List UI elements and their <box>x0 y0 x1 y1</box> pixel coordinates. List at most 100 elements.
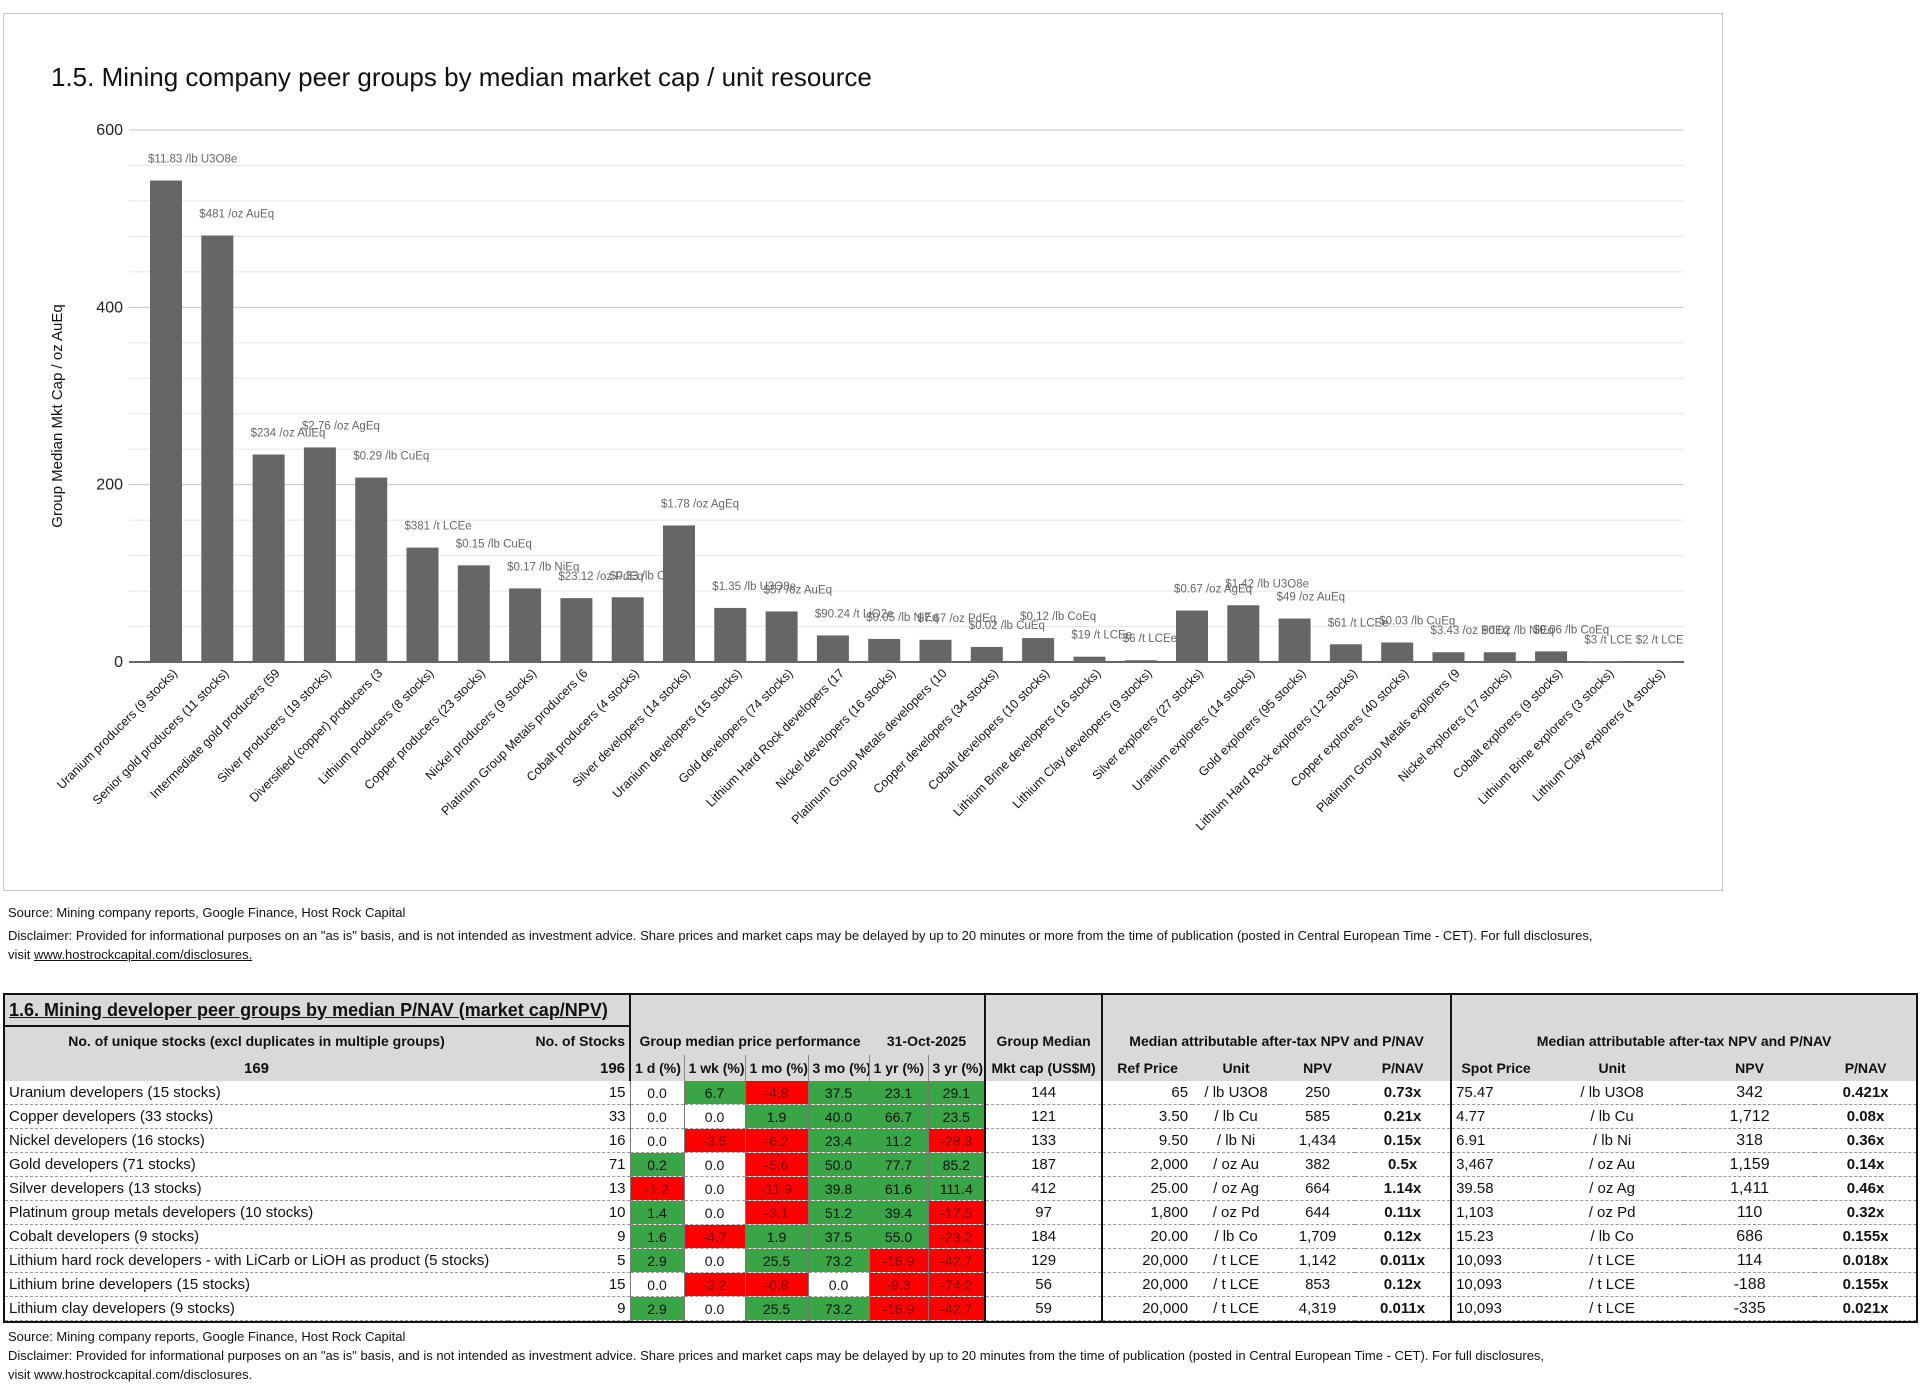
row-spot-unit: / oz Ag <box>1540 1176 1685 1201</box>
perf-cell: 0.0 <box>683 1248 746 1273</box>
row-ref-npv: 1,709 <box>1280 1224 1356 1249</box>
bar-data-label: $57 /oz AuEq <box>764 584 832 596</box>
row-ref-price: 9.50 <box>1101 1128 1193 1153</box>
perf-col-3mo: 3 mo (%) <box>807 1055 870 1081</box>
bar <box>1278 618 1311 662</box>
row-ref-pnav: 0.12x <box>1355 1224 1452 1249</box>
perf-cell: 61.6 <box>868 1176 929 1201</box>
row-ref-npv: 664 <box>1280 1176 1356 1201</box>
bar <box>663 525 695 662</box>
perf-cell: 25.5 <box>744 1248 809 1273</box>
developer-pnav-table-box: 1.6. Mining developer peer groups by med… <box>3 993 1918 1323</box>
perf-cell: 0.0 <box>683 1296 746 1321</box>
perf-cell: 77.7 <box>868 1152 929 1177</box>
row-ref-unit: / lb U3O8 <box>1192 1081 1281 1105</box>
unique-stocks-count: 169 <box>5 1055 508 1081</box>
row-ref-unit: / lb Co <box>1192 1224 1281 1249</box>
perf-cell: 29.1 <box>927 1081 986 1105</box>
row-spot-price: 4.77 <box>1450 1104 1541 1129</box>
row-spot-npv: 110 <box>1684 1200 1816 1225</box>
row-spot-npv: 1,712 <box>1684 1104 1816 1129</box>
bar-data-label: $234 /oz AuEq <box>251 428 326 440</box>
row-spot-unit: / t LCE <box>1540 1272 1685 1297</box>
table-disclaimer: Disclaimer: Provided for informational p… <box>8 1348 1545 1363</box>
table-row: Silver developers (13 stocks) 13 -1.2 0.0 -1… <box>5 1176 1916 1201</box>
bar <box>1022 638 1055 662</box>
bar <box>150 180 182 663</box>
chart-visit-line: visit www.hostrockcapital.com/disclosure… <box>8 945 252 964</box>
row-spot-price: 10,093 <box>1450 1248 1541 1273</box>
row-stock-count: 15 <box>508 1272 631 1297</box>
perf-cell: 1.9 <box>744 1104 809 1129</box>
row-spot-pnav: 0.018x <box>1815 1248 1916 1273</box>
perf-cell: 73.2 <box>807 1296 870 1321</box>
row-ref-price: 2,000 <box>1101 1152 1193 1177</box>
row-mkt-cap: 129 <box>984 1248 1103 1273</box>
perf-cell: 0.2 <box>629 1152 685 1177</box>
perf-cell: 40.0 <box>807 1104 870 1129</box>
y-tick-label: 200 <box>96 477 123 494</box>
as-of-date: 31-Oct-2025 <box>869 1026 986 1055</box>
bar-data-label: $90.24 /t LiO2e <box>815 608 894 620</box>
chart-visit-prefix: visit <box>8 947 34 962</box>
row-spot-price: 15.23 <box>1450 1224 1541 1249</box>
perf-col-1yr: 1 yr (%) <box>868 1055 929 1081</box>
row-spot-price: 3,467 <box>1450 1152 1541 1177</box>
disclosures-link[interactable]: www.hostrockcapital.com/disclosures. <box>34 947 253 962</box>
row-spot-price: 1,103 <box>1450 1200 1541 1225</box>
perf-cell: 0.0 <box>629 1104 685 1129</box>
bar-data-label: $0.02 /lb CuEq <box>969 620 1045 632</box>
bar-data-label: $0.05 /lb NiEq <box>866 612 938 624</box>
bar-data-label: $0.12 /lb CoEq <box>1020 611 1096 623</box>
bar-data-label: $0.29 /lb CuEq <box>353 451 429 463</box>
bar-data-label: $2 /t LCE <box>1636 635 1684 647</box>
bar <box>611 597 644 662</box>
bar <box>560 598 593 662</box>
bar-data-label: $481 /oz AuEq <box>199 209 274 221</box>
perf-col-1mo: 1 mo (%) <box>744 1055 809 1081</box>
ref-unit-label: Unit <box>1192 1055 1281 1081</box>
row-ref-unit: / oz Au <box>1192 1152 1281 1177</box>
perf-cell: 39.4 <box>868 1200 929 1225</box>
table-notes: Source: Mining company reports, Google F… <box>8 1327 1544 1384</box>
row-spot-npv: 342 <box>1684 1081 1816 1105</box>
perf-cell: 37.5 <box>807 1224 870 1249</box>
row-ref-unit: / t LCE <box>1192 1248 1281 1273</box>
bar-data-label: $23.12 /oz PdEq <box>558 571 643 583</box>
row-mkt-cap: 121 <box>984 1104 1103 1129</box>
perf-cell: -4.7 <box>683 1224 746 1249</box>
row-stock-count: 16 <box>508 1128 631 1153</box>
perf-cell: 66.7 <box>868 1104 929 1129</box>
perf-cell: -1.2 <box>629 1176 685 1201</box>
chart-title: 1.5. Mining company peer groups by media… <box>51 62 872 92</box>
perf-cell: -6.2 <box>744 1128 809 1153</box>
perf-cell: 0.0 <box>683 1152 746 1177</box>
perf-cell: 0.0 <box>629 1081 685 1105</box>
perf-col-3yr: 3 yr (%) <box>927 1055 986 1081</box>
row-stock-count: 10 <box>508 1200 631 1225</box>
perf-cell: 0.0 <box>807 1272 870 1297</box>
bar <box>1535 651 1568 662</box>
row-spot-unit: / lb Co <box>1540 1224 1685 1249</box>
row-spot-unit: / lb Ni <box>1540 1128 1685 1153</box>
row-stock-count: 33 <box>508 1104 631 1129</box>
row-group-name: Copper developers (33 stocks) <box>5 1104 508 1129</box>
table-title: 1.6. Mining developer peer groups by med… <box>9 999 608 1020</box>
table-row: Lithium hard rock developers - with LiCa… <box>5 1248 1916 1273</box>
spot-npv-group-label: Median attributable after-tax NPV and P/… <box>1450 1026 1916 1055</box>
perf-cell: -74.2 <box>927 1272 986 1297</box>
row-ref-price: 20,000 <box>1101 1296 1193 1321</box>
table-row: Lithium brine developers (15 stocks) 15 0.… <box>5 1272 1916 1297</box>
perf-cell: 0.0 <box>683 1176 746 1201</box>
row-ref-unit: / lb Cu <box>1192 1104 1281 1129</box>
perf-cell: 0.0 <box>629 1272 685 1297</box>
row-spot-unit: / t LCE <box>1540 1248 1685 1273</box>
row-ref-pnav: 0.21x <box>1355 1104 1452 1129</box>
row-ref-pnav: 0.12x <box>1355 1272 1452 1297</box>
table-row: Copper developers (33 stocks) 33 0.0 0.0 1.9… <box>5 1104 1916 1129</box>
ref-npv-label: NPV <box>1280 1055 1356 1081</box>
row-group-name: Silver developers (13 stocks) <box>5 1176 508 1201</box>
table-header-row-1: No. of unique stocks (excl duplicates in… <box>5 1026 1916 1055</box>
spot-unit-label: Unit <box>1540 1055 1685 1081</box>
bar-data-label: $1.78 /oz AgEq <box>661 498 739 510</box>
